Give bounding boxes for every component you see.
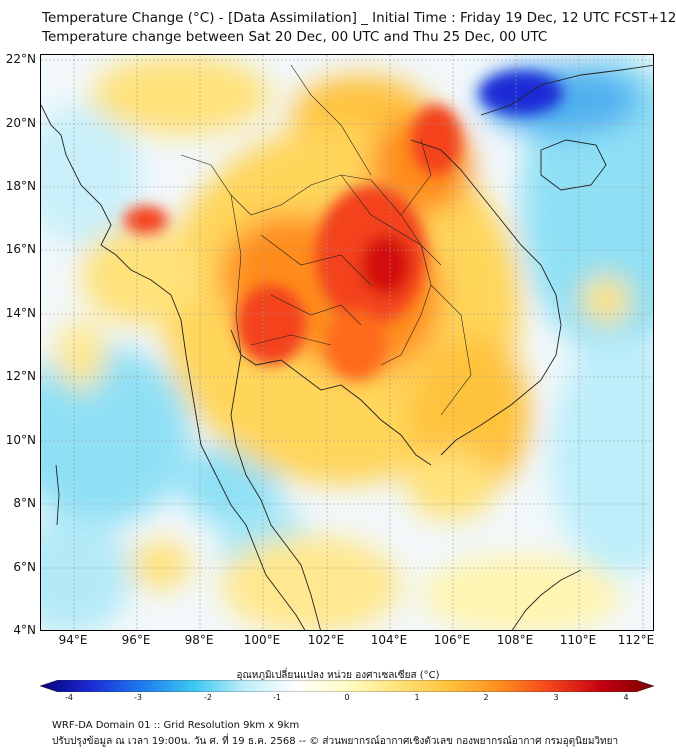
colorbar-tick: 4 [623,693,629,702]
colorbar-tick: 0 [344,693,350,702]
lat-label: 4°N [13,623,36,637]
map-subtitle: Temperature change between Sat 20 Dec, 0… [42,29,548,45]
lon-label: 110°E [559,633,597,647]
colorbar-tick: 2 [483,693,489,702]
lon-label: 104°E [370,633,408,647]
map-canvas [41,55,653,630]
lat-label: 8°N [13,496,36,510]
political-borders [180,64,472,416]
lon-label: 96°E [121,633,151,647]
map-title: Temperature Change (°C) - [Data Assimila… [42,10,676,26]
colorbar-tick: -3 [134,693,142,702]
lat-label: 16°N [5,242,36,256]
temperature-hotspots [124,71,563,380]
colorbar-tick: -4 [65,693,73,702]
temperature-change-map [40,54,654,631]
lat-label: 22°N [5,52,36,66]
colorbar-tick: 3 [553,693,559,702]
colorbar-tick: 1 [414,693,420,702]
graticule [41,55,653,630]
coastlines [41,64,653,630]
lat-label: 20°N [5,116,36,130]
lon-label: 98°E [184,633,214,647]
colorbar-tick: -1 [273,693,281,702]
lat-label: 12°N [5,369,36,383]
lon-label: 102°E [307,633,345,647]
lat-label: 18°N [5,179,36,193]
lon-label: 94°E [58,633,88,647]
lon-label: 100°E [243,633,281,647]
lat-label: 6°N [13,560,36,574]
footer-credit: ปรับปรุงข้อมูล ณ เวลา 19:00น. วัน ศ. ที่… [52,736,619,747]
colorbar-tick: -2 [204,693,212,702]
colorbar-label: อุณหภูมิเปลี่ยนแปลง หน่วย องศาเซลเซียส (… [236,670,440,681]
lon-label: 106°E [433,633,471,647]
lon-label: 108°E [496,633,534,647]
lon-label: 112°E [617,633,655,647]
lat-label: 10°N [5,433,36,447]
colorbar [40,680,654,692]
lat-label: 14°N [5,306,36,320]
footer-model-info: WRF-DA Domain 01 :: Grid Resolution 9km … [52,720,300,731]
